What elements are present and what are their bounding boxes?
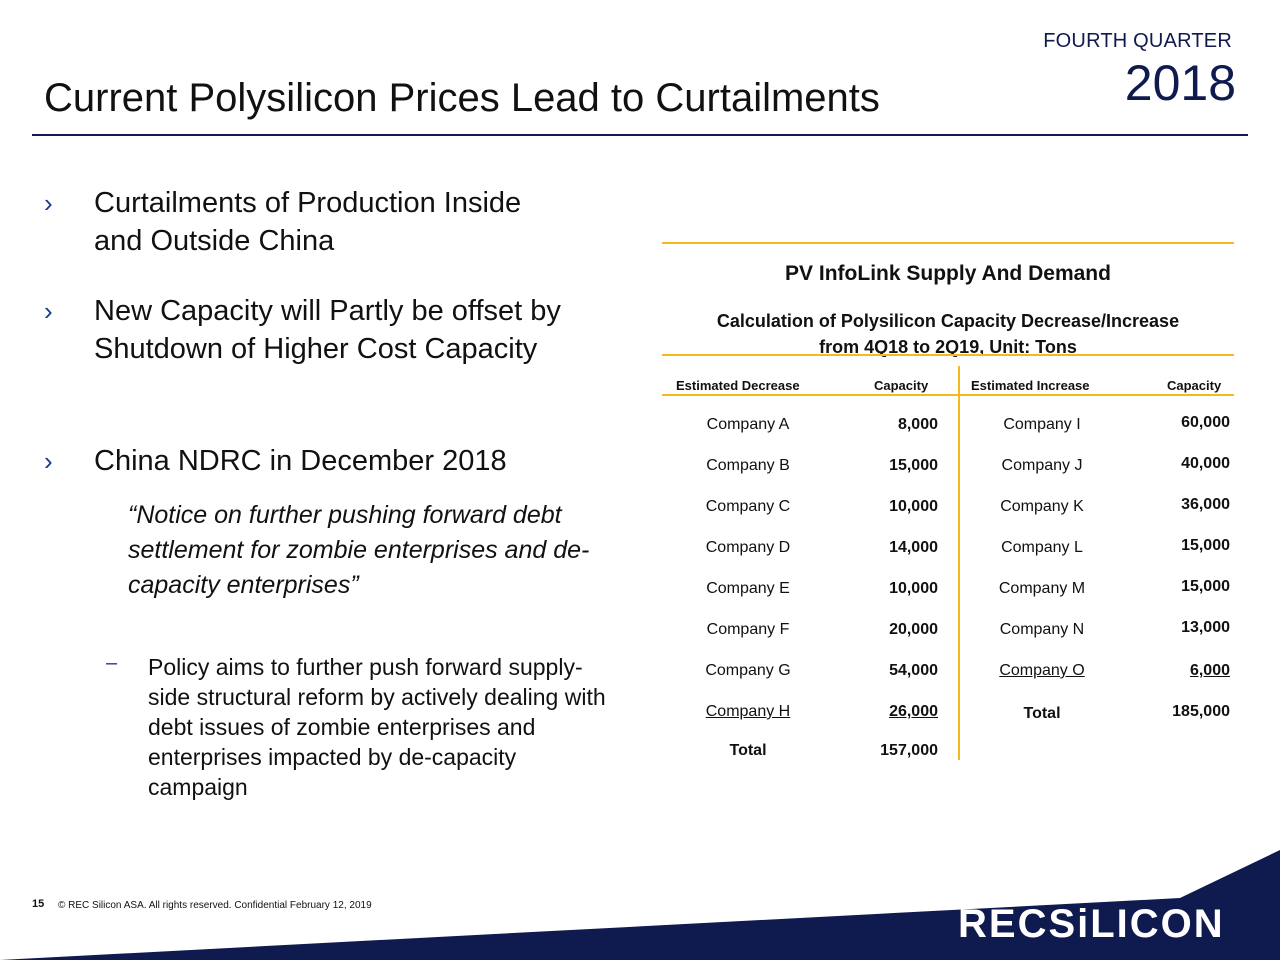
company-name: Company O [999, 662, 1085, 679]
company-name: Company D [705, 539, 791, 556]
company-capacity: 6,000 [1189, 662, 1230, 679]
table-subtitle: Calculation of Polysilicon Capacity Decr… [662, 308, 1234, 360]
table-top-rule [662, 242, 1234, 244]
company-capacity: 14,000 [889, 539, 938, 556]
company-name: Company H [705, 703, 791, 720]
chevron-icon: › [44, 188, 53, 218]
bullet-item: › Curtailments of Production Inside and … [44, 184, 624, 260]
company-capacity: 54,000 [889, 662, 938, 679]
bullet-item: › China NDRC in December 2018 [44, 442, 624, 480]
company-capacity: 15,000 [889, 457, 938, 474]
company-name: Company L [1001, 539, 1083, 556]
company-name: Company B [706, 457, 790, 474]
company-name: Company A [706, 416, 790, 433]
increase-total-value: 185,000 [1172, 703, 1230, 720]
company-capacity: 13,000 [1181, 619, 1230, 636]
bullet-text: New Capacity will Partly be offset by Sh… [94, 295, 561, 365]
table-title: PV InfoLink Supply And Demand [785, 262, 1111, 285]
quarter-label: FOURTH QUARTER [1043, 30, 1232, 52]
table-divider [958, 366, 960, 760]
company-name: Company I [1003, 416, 1081, 433]
header-decrease-capacity: Capacity [874, 378, 929, 393]
company-name: Company G [705, 662, 791, 679]
bullet-text: China NDRC in December 2018 [94, 445, 507, 477]
bullet-item: › New Capacity will Partly be offset by … [44, 292, 624, 368]
dash-icon: – [106, 652, 118, 674]
company-capacity: 60,000 [1181, 414, 1230, 431]
table-subtitle-line1: Calculation of Polysilicon Capacity Decr… [716, 311, 1180, 331]
rec-silicon-logo: RECSiLICON [958, 902, 1225, 946]
company-name: Company K [1000, 498, 1084, 515]
company-capacity: 8,000 [897, 416, 938, 433]
company-capacity: 26,000 [889, 703, 938, 720]
company-capacity: 10,000 [889, 580, 938, 597]
page-number: 15 [32, 898, 45, 910]
company-capacity: 36,000 [1181, 496, 1230, 513]
company-capacity: 10,000 [889, 498, 938, 515]
company-capacity: 40,000 [1181, 455, 1230, 472]
sub-bullet: – Policy aims to further push forward su… [106, 652, 626, 802]
header-increase-capacity: Capacity [1167, 378, 1222, 393]
company-name: Company F [706, 621, 790, 638]
decrease-total-label: Total [729, 742, 767, 759]
supply-demand-table: PV InfoLink Supply And Demand Calculatio… [662, 242, 1234, 762]
footer-band [0, 850, 1280, 960]
increase-total-label: Total [1023, 705, 1061, 722]
sub-bullet-text: Policy aims to further push forward supp… [148, 654, 606, 800]
company-name: Company C [705, 498, 791, 515]
table-subtitle-line2: from 4Q18 to 2Q19, Unit: Tons [819, 337, 1077, 357]
table-column-rule [662, 394, 1234, 396]
chevron-icon: › [44, 446, 53, 476]
quarter-year: 2018 [1124, 55, 1236, 111]
decrease-total-value: 157,000 [880, 742, 938, 759]
header-estimated-increase: Estimated Increase [971, 378, 1090, 393]
copyright-text: © REC Silicon ASA. All rights reserved. … [58, 900, 372, 911]
company-capacity: 20,000 [889, 621, 938, 638]
table-header-rule [662, 354, 1234, 356]
page-title: Current Polysilicon Prices Lead to Curta… [44, 76, 880, 120]
bullet-text: Curtailments of Production Inside and Ou… [94, 187, 522, 257]
title-rule [32, 134, 1248, 136]
chevron-icon: › [44, 296, 53, 326]
company-name: Company E [706, 580, 790, 597]
company-name: Company N [999, 621, 1085, 638]
company-name: Company J [1001, 457, 1083, 474]
company-capacity: 15,000 [1181, 537, 1230, 554]
policy-quote: “Notice on further pushing forward debt … [128, 501, 590, 599]
header-estimated-decrease: Estimated Decrease [676, 378, 800, 393]
company-name: Company M [998, 580, 1086, 597]
company-capacity: 15,000 [1181, 578, 1230, 595]
